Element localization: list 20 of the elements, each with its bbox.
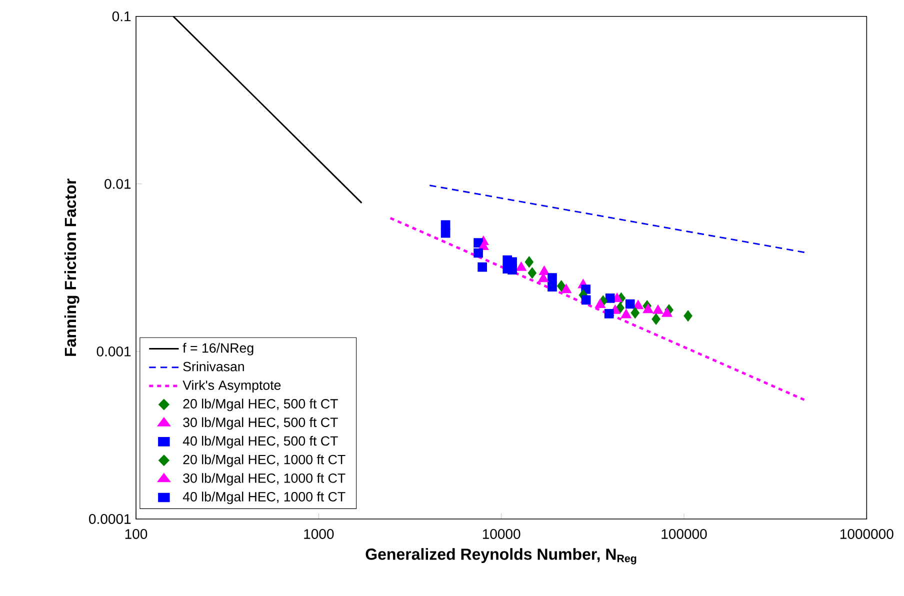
y-tick-label: 0.01 — [104, 178, 131, 189]
x-tick-label: 100000 — [662, 529, 707, 539]
legend-label: Virk's Asymptote — [182, 380, 281, 393]
x-tick-label: 1000000 — [840, 529, 894, 539]
legend-label: 30 lb/Mgal HEC, 1000 ft CT — [183, 473, 346, 486]
legend-label: f = 16/NReg — [182, 342, 254, 356]
legend-label: 20 lb/Mgal HEC, 500 ft CT — [183, 398, 338, 412]
x-axis-title: Generalized Reynolds Number, N$_{Reg}$ — [366, 548, 636, 564]
x-tick-label: 1000 — [304, 529, 334, 539]
legend-label: 40 lb/Mgal HEC, 500 ft CT — [182, 436, 338, 448]
x-tick-label: 100 — [125, 529, 148, 539]
legend-label: 20 lb/Mgal HEC, 1000 ft CT — [183, 454, 346, 467]
legend-label: Srinivasan — [183, 362, 244, 372]
legend-label: 30 lb/Mgal HEC, 500 ft CT — [183, 417, 338, 430]
x-tick-label: 10000 — [482, 529, 520, 539]
y-tick-label: 0.1 — [112, 11, 131, 22]
y-tick-label: 0.001 — [96, 346, 131, 356]
y-tick-label: 0.0001 — [89, 514, 131, 524]
y-axis-title: Fanning Friction Factor — [64, 178, 80, 356]
legend-label: 40 lb/Mgal HEC, 1000 ft CT — [182, 492, 346, 504]
